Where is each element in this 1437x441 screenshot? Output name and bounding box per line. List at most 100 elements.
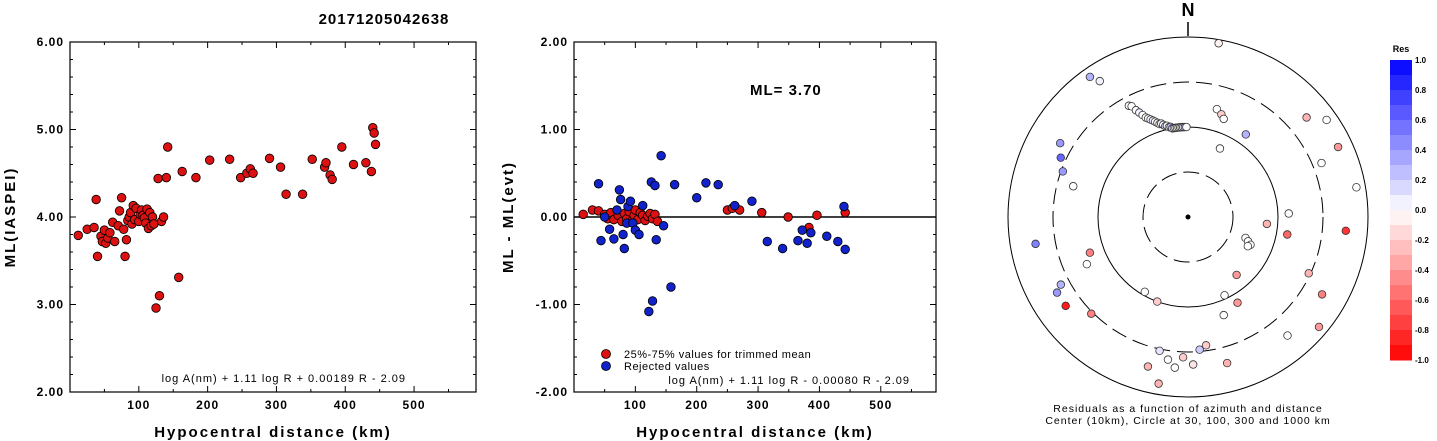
station-point: [1262, 219, 1272, 229]
colorbar-segment: [1390, 105, 1412, 121]
data-point: [191, 172, 201, 183]
station-point: [1143, 362, 1153, 371]
rejected-data-point: [666, 282, 676, 292]
rejected-data-point: [615, 194, 626, 205]
y-tick-label: 4.00: [37, 210, 64, 224]
station-point: [1170, 363, 1180, 372]
data-point: [370, 139, 381, 150]
colorbar-segment: [1390, 135, 1412, 151]
station-point: [1219, 114, 1228, 124]
rejected-data-point: [647, 296, 658, 306]
colorbar-segment: [1390, 120, 1412, 136]
rejected-data-point: [840, 244, 850, 255]
data-point: [89, 222, 99, 233]
data-point: [224, 154, 235, 164]
x-tick-label: 400: [334, 398, 357, 412]
station-point: [1322, 115, 1331, 125]
rejected-data-point: [701, 178, 711, 188]
station-point: [1201, 341, 1211, 350]
data-point: [110, 236, 120, 247]
rejected-data-point: [793, 235, 803, 246]
colorbar-segment: [1390, 210, 1412, 226]
colorbar-title: Res: [1393, 44, 1410, 54]
station-point: [1140, 287, 1149, 297]
rejected-data-point: [593, 179, 604, 189]
y-tick-label: 0.00: [541, 210, 568, 224]
station-point: [1082, 259, 1092, 269]
residual-panel: 100 200 300 400 500 -2.00 -1.00 0.00 1.00 2.00 ML…: [500, 35, 937, 441]
data-point: [163, 142, 173, 152]
figure-title: 20171205042638: [319, 11, 450, 28]
data-point: [114, 206, 125, 216]
colorbar-tick-label: -1.0: [1415, 356, 1429, 365]
rejected-data-point: [692, 193, 702, 203]
colorbar-segment: [1390, 75, 1412, 91]
caption-line-2: Center (10km), Circle at 30, 100, 300 an…: [1045, 415, 1330, 427]
rejected-data-point: [822, 231, 832, 241]
rejected-data-point: [656, 151, 666, 161]
station-point: [1243, 241, 1253, 251]
rejected-data-point: [806, 228, 816, 238]
rejected-data-point: [797, 225, 807, 235]
colorbar-tick-label: -0.2: [1415, 236, 1429, 245]
data-point: [151, 303, 161, 313]
colorbar-segment: [1390, 270, 1412, 286]
circle-1000km: [1007, 36, 1369, 398]
rejected-data-point: [619, 243, 630, 254]
rejected-data-point: [713, 179, 723, 190]
data-point: [158, 212, 169, 222]
x-tick-label: 100: [127, 398, 150, 412]
colorbar-segment: [1390, 300, 1412, 316]
colorbar-tick-label: -0.6: [1415, 296, 1429, 305]
colorbar-tick-label: -0.4: [1415, 266, 1429, 275]
colorbar-segment: [1390, 90, 1412, 106]
colorbar: 1.0 0.8 0.6 0.4 0.2 0.0 -0.2 -0.4 -0.6 -0.8 -1.0: [1390, 56, 1429, 365]
data-point: [204, 155, 215, 165]
station-point: [1232, 270, 1241, 280]
axes: 100 200 300 400 500 -2.00 -1.00 0.00 1.00 2.00: [536, 35, 936, 412]
station-point: [1178, 353, 1188, 362]
colorbar-segment: [1390, 345, 1412, 361]
x-tick-label: 500: [403, 398, 426, 412]
rejected-data-point: [747, 196, 757, 206]
station-point: [1031, 239, 1040, 249]
colorbar-segment: [1390, 240, 1412, 256]
station-point: [1188, 360, 1198, 369]
rejected-data-point: [839, 201, 849, 212]
x-tick-label: 300: [265, 398, 288, 412]
x-tick-label: 200: [685, 398, 708, 412]
station-point: [1056, 153, 1065, 162]
station-point: [1055, 138, 1065, 148]
station-point: [1085, 248, 1095, 257]
colorbar-segment: [1390, 255, 1412, 271]
station-point: [1215, 144, 1225, 153]
station-point: [1195, 345, 1204, 354]
rejected-data-point: [658, 221, 669, 231]
trimmed-data-point: [783, 212, 793, 222]
data-point: [366, 166, 377, 177]
station-point: [1056, 280, 1066, 289]
station-point: [1241, 130, 1251, 139]
station-point: [1087, 309, 1096, 318]
ml-distance-panel: 100 200 300 400 500 2.00 3.00 4.00 5.00 6.00 log …: [2, 35, 477, 441]
colorbar-tick-label: 1.0: [1415, 56, 1427, 65]
data-point: [73, 230, 83, 241]
station-point: [1214, 39, 1223, 48]
colorbar-tick-label: 0.6: [1415, 116, 1427, 125]
legend-marker-trimmed: [601, 349, 611, 359]
rejected-data-point: [644, 306, 654, 317]
legend-label-trimmed: 25%-75% values for trimmed mean: [624, 349, 811, 361]
y-axis-label: ML(IASPEI): [2, 167, 19, 268]
colorbar-segment: [1390, 285, 1412, 301]
axes: 100 200 300 400 500 2.00 3.00 4.00 5.00 6.00: [37, 35, 476, 412]
data-point: [321, 158, 331, 168]
station-point: [1061, 301, 1070, 311]
colorbar-tick-label: -0.8: [1415, 326, 1429, 335]
station-point: [1220, 291, 1229, 300]
trimmed-data-point: [757, 207, 767, 218]
station-point: [1314, 322, 1324, 332]
rejected-data-point: [762, 236, 772, 247]
station-point: [1302, 113, 1311, 122]
colorbar-tick-label: 0.8: [1415, 86, 1427, 95]
